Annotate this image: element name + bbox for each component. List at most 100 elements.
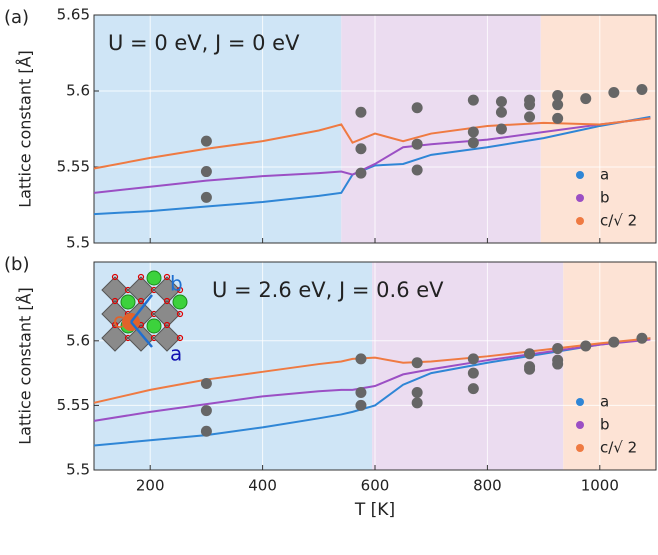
legend-marker	[576, 217, 584, 225]
legend-label: a	[600, 393, 609, 411]
y-tick-label: 5.55	[57, 396, 90, 414]
experiment-point	[580, 93, 592, 105]
experiment-point	[355, 386, 367, 398]
legend-label: a	[600, 166, 609, 184]
x-tick-label: 600	[361, 477, 390, 495]
atom	[172, 294, 188, 310]
atom	[146, 270, 162, 286]
experiment-point	[552, 90, 564, 102]
y-tick-label: 5.6	[66, 331, 90, 349]
experiment-point	[467, 126, 479, 138]
oxygen	[163, 273, 171, 281]
atom	[120, 294, 136, 310]
plot-frame	[93, 261, 657, 471]
experiment-point	[467, 383, 479, 395]
x-tick-label: 800	[473, 477, 502, 495]
experiment-point	[467, 367, 479, 379]
experiment-point	[355, 399, 367, 411]
y-tick-label: 5.5	[66, 461, 90, 479]
experiment-point	[200, 405, 212, 417]
octahedron	[127, 324, 155, 352]
experiment-point	[636, 332, 648, 344]
oxygen	[111, 273, 119, 281]
legend-marker	[576, 194, 584, 202]
x-tick-label: 1000	[581, 477, 619, 495]
experiment-point	[355, 167, 367, 179]
oxygen	[111, 321, 119, 329]
oxygen	[163, 297, 171, 305]
panel-label: (a)	[4, 7, 29, 28]
legend-marker	[576, 421, 584, 429]
experiment-point	[411, 386, 423, 398]
annotation: U = 2.6 eV, J = 0.6 eV	[212, 278, 444, 302]
oxygen	[137, 273, 145, 281]
experiment-point	[580, 340, 592, 352]
experiment-point	[552, 358, 564, 370]
legend-label: c/√ 2	[600, 439, 637, 457]
oxygen	[176, 286, 184, 294]
experiment-point	[200, 166, 212, 178]
axis-arrow	[130, 321, 153, 348]
experiment-point	[552, 99, 564, 111]
experiment-point	[200, 377, 212, 389]
inset-label: a	[170, 342, 182, 366]
legend-label: b	[600, 189, 610, 207]
y-tick-label: 5.65	[57, 6, 90, 24]
experiment-point	[608, 336, 620, 348]
experiment-point	[467, 137, 479, 149]
octahedron	[153, 324, 181, 352]
oxygen	[111, 297, 119, 305]
experiment-point	[495, 96, 507, 108]
x-tick-label: 200	[136, 477, 165, 495]
oxygen	[176, 334, 184, 342]
experiment-point	[552, 112, 564, 124]
atom	[146, 318, 162, 334]
series-line	[93, 117, 651, 170]
experiment-point	[200, 425, 212, 437]
y-axis-label: Lattice constant [Å]	[16, 287, 35, 445]
experiment-point	[552, 343, 564, 355]
legend-marker	[576, 171, 584, 179]
experiment-point	[524, 363, 536, 375]
experiment-point	[467, 353, 479, 365]
inset-label: c	[113, 309, 124, 333]
x-axis-label: T [K]	[354, 500, 395, 520]
y-tick-label: 5.6	[66, 82, 90, 100]
legend-label: b	[600, 416, 610, 434]
oxygen	[137, 297, 145, 305]
octahedron	[101, 324, 129, 352]
experiment-point	[524, 111, 536, 123]
experiment-point	[495, 123, 507, 135]
x-tick-label: 400	[248, 477, 277, 495]
panel-label: (b)	[4, 254, 29, 275]
experiment-point	[411, 138, 423, 150]
experiment-point	[411, 164, 423, 176]
phase-region	[563, 262, 656, 470]
legend-marker	[576, 398, 584, 406]
y-tick-label: 5.55	[57, 158, 90, 176]
experiment-point	[524, 99, 536, 111]
experiment-point	[636, 83, 648, 95]
experiment-point	[608, 87, 620, 99]
experiment-point	[355, 106, 367, 118]
phase-region	[540, 15, 656, 243]
inset-label: b	[170, 272, 183, 296]
experiment-point	[411, 397, 423, 409]
experiment-point	[355, 353, 367, 365]
phase-region	[341, 15, 541, 243]
y-tick-label: 5.5	[66, 234, 90, 252]
experiment-point	[200, 135, 212, 147]
oxygen	[176, 310, 184, 318]
experiment-point	[411, 357, 423, 369]
experiment-point	[495, 106, 507, 118]
oxygen	[163, 321, 171, 329]
experiment-point	[355, 143, 367, 155]
experiment-point	[411, 102, 423, 114]
legend-marker	[576, 444, 584, 452]
axis-arrow	[130, 294, 153, 323]
plot-frame	[93, 14, 657, 244]
y-axis-label: Lattice constant [Å]	[16, 50, 35, 208]
annotation: U = 0 eV, J = 0 eV	[108, 31, 300, 55]
experiment-point	[200, 191, 212, 203]
